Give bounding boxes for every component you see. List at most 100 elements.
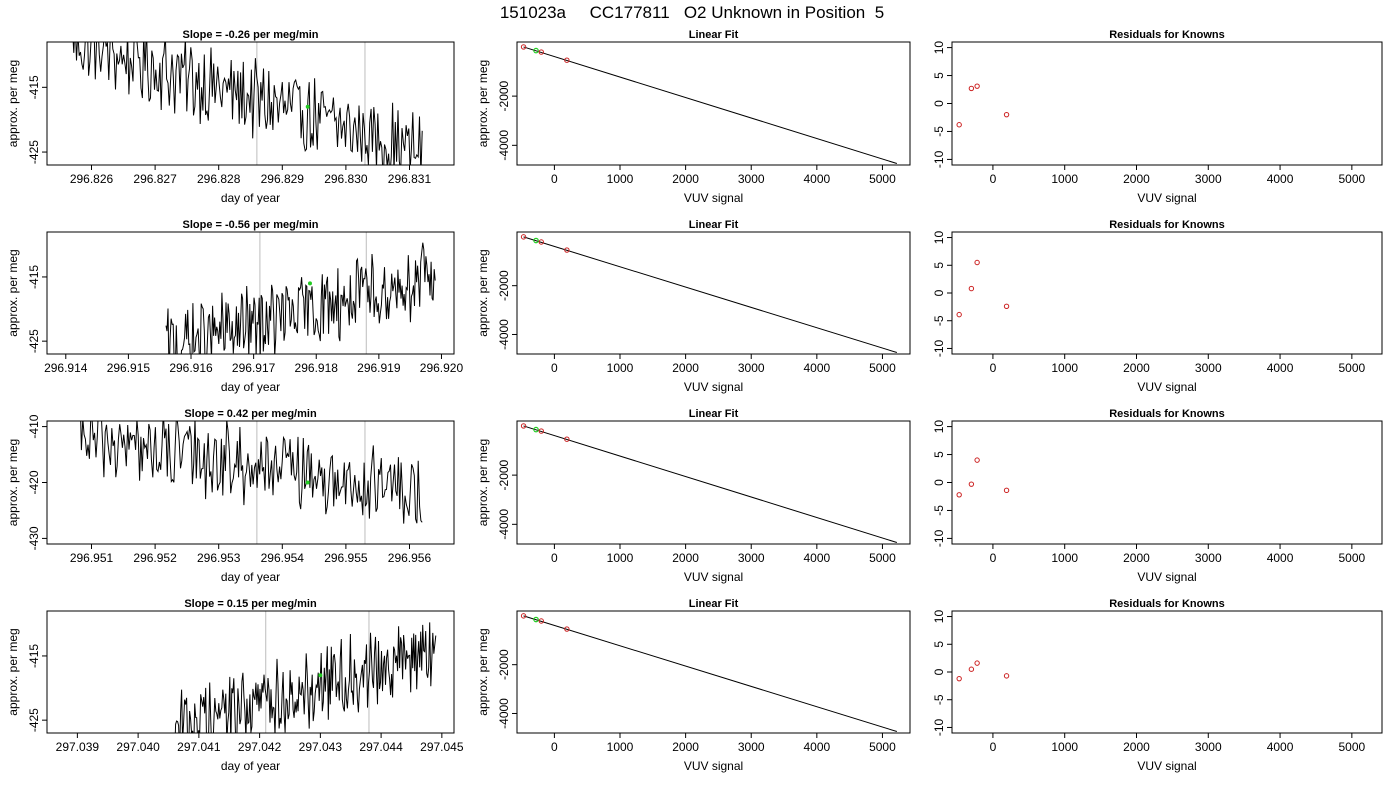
y-tick-label: -10 — [932, 529, 946, 547]
plot-frame — [516, 41, 911, 166]
y-tick-label: 5 — [932, 451, 946, 458]
x-tick-label: 296.953 — [197, 551, 241, 565]
x-axis-label: VUV signal — [684, 191, 743, 205]
unknown-point — [533, 426, 539, 433]
y-tick-label: -5 — [932, 505, 946, 516]
x-tick-label: 0 — [551, 361, 558, 375]
x-tick-label: 3000 — [1195, 172, 1222, 186]
known-point — [538, 618, 544, 624]
x-tick-label: 297.044 — [359, 740, 403, 754]
x-tick-label: 1000 — [607, 740, 634, 754]
y-tick-label: -4000 — [497, 509, 511, 540]
unknown-point — [318, 673, 323, 678]
y-tick-label: -4000 — [497, 319, 511, 350]
x-axis-label: VUV signal — [684, 380, 743, 394]
plot-frame — [951, 41, 1383, 166]
x-tick-label: 4000 — [1267, 740, 1294, 754]
signal-trace — [72, 42, 423, 165]
signal-trace — [165, 242, 436, 354]
y-tick-label: 0 — [932, 100, 946, 107]
x-axis-label: VUV signal — [1137, 380, 1196, 394]
x-tick-label: 1000 — [1051, 361, 1078, 375]
panel-title: Linear Fit — [689, 598, 739, 610]
x-tick-label: 4000 — [803, 361, 830, 375]
x-tick-label: 3000 — [738, 361, 765, 375]
known-point — [564, 57, 570, 63]
x-tick-label: 296.952 — [133, 551, 177, 565]
panels-grid: Slope = -0.26 per meg/min 296.826 296.827 2… — [6, 29, 1383, 773]
known-point — [538, 49, 544, 55]
x-tick-label: 4000 — [803, 172, 830, 186]
known-point — [1003, 303, 1010, 310]
panel-title: Residuals for Knowns — [1109, 219, 1225, 231]
y-tick-label: 10 — [932, 231, 946, 245]
panel-resid-2: Residuals for Knowns 0 1000 2000 3000 4000 500… — [932, 219, 1383, 394]
plot-area — [956, 259, 1010, 318]
y-tick-label: 5 — [932, 72, 946, 79]
x-axis-label: day of year — [221, 570, 280, 584]
plot-area — [956, 660, 1010, 682]
y-tick-label: -2000 — [497, 649, 511, 680]
x-tick-label: 297.045 — [420, 740, 464, 754]
fit-line — [523, 236, 898, 354]
x-tick-label: 0 — [990, 361, 997, 375]
signal-trace — [80, 421, 423, 524]
x-tick-label: 4000 — [1267, 361, 1294, 375]
x-tick-label: 4000 — [803, 551, 830, 565]
plot-area — [72, 42, 423, 165]
y-tick-label: -5 — [932, 694, 946, 705]
known-point — [564, 626, 570, 632]
x-tick-label: 296.831 — [388, 172, 432, 186]
x-tick-label: 297.040 — [116, 740, 160, 754]
known-point — [564, 436, 570, 442]
x-tick-label: 296.951 — [70, 551, 114, 565]
y-tick-label: -2000 — [497, 270, 511, 301]
panel-fit-4: Linear Fit 0 1000 2000 3000 4000 5000 -2000 -400… — [476, 598, 911, 773]
x-tick-label: 297.039 — [56, 740, 100, 754]
panel-title: Residuals for Knowns — [1109, 408, 1225, 420]
y-tick-label: 0 — [932, 479, 946, 486]
known-point — [956, 311, 962, 318]
known-point — [956, 675, 962, 682]
x-tick-label: 1000 — [607, 361, 634, 375]
y-axis-label: approx. per meg — [6, 439, 20, 526]
known-point — [1003, 673, 1010, 679]
y-axis-label: approx. per meg — [476, 628, 490, 715]
x-tick-label: 1000 — [1051, 740, 1078, 754]
x-tick-label: 3000 — [1195, 551, 1222, 565]
known-point — [520, 234, 527, 240]
x-tick-label: 1000 — [1051, 551, 1078, 565]
y-tick-label: -2000 — [497, 459, 511, 490]
x-tick-label: 296.830 — [324, 172, 368, 186]
x-tick-label: 5000 — [869, 361, 896, 375]
plot-area — [520, 613, 898, 733]
panel-fit-1: Linear Fit 0 1000 2000 3000 4000 5000 -2000 -400… — [476, 29, 911, 205]
y-axis-label: approx. per meg — [6, 60, 20, 147]
unknown-point — [307, 281, 312, 286]
known-point — [538, 239, 544, 245]
plot-frame — [516, 420, 911, 545]
x-tick-label: 2000 — [672, 740, 699, 754]
x-tick-label: 5000 — [869, 740, 896, 754]
panel-resid-4: Residuals for Knowns 0 1000 2000 3000 4000 500… — [932, 598, 1383, 773]
fit-line — [523, 46, 898, 165]
x-tick-label: 2000 — [1123, 740, 1150, 754]
y-axis-label: approx. per meg — [476, 60, 490, 147]
known-point — [974, 660, 980, 666]
x-tick-label: 3000 — [738, 551, 765, 565]
y-tick-label: -4000 — [497, 698, 511, 729]
plot-frame — [46, 610, 455, 734]
unknown-point — [305, 480, 310, 485]
x-tick-label: 296.829 — [261, 172, 305, 186]
known-point — [520, 44, 527, 50]
known-point — [1003, 487, 1010, 494]
panel-title: Linear Fit — [689, 29, 739, 41]
panel-fit-3: Linear Fit 0 1000 2000 3000 4000 5000 -2000 -400… — [476, 408, 911, 584]
x-tick-label: 296.955 — [324, 551, 368, 565]
known-point — [968, 85, 975, 92]
plot-frame — [46, 41, 455, 166]
panel-slope-3: Slope = 0.42 per meg/min 296.951 296.952 29… — [6, 408, 455, 584]
x-tick-label: 296.917 — [232, 361, 276, 375]
x-tick-label: 5000 — [1338, 361, 1365, 375]
